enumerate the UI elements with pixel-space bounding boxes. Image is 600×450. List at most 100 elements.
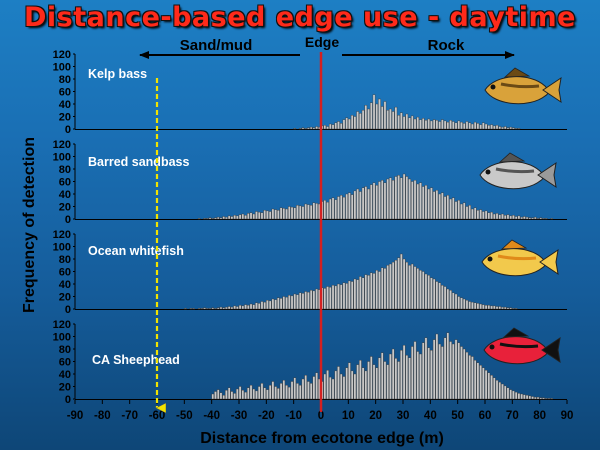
bar [246,305,250,310]
bar [277,388,280,400]
panel-label: Barred sandbass [88,155,189,169]
bar [326,201,329,220]
bar [454,201,458,220]
bar [454,293,458,310]
bar [238,305,242,310]
bar [274,209,277,220]
bar [378,181,381,220]
x-tick-label: 20 [369,410,382,422]
bar [260,301,264,310]
bar [531,217,534,220]
bar [263,210,266,220]
bar [271,381,275,400]
ocean-whitefish-fish-icon [481,239,559,277]
bar [208,308,212,310]
bar [512,390,515,400]
bar [356,111,359,130]
bar [342,196,346,220]
bar [473,360,477,400]
bar [465,206,469,220]
bar [465,121,469,130]
bar [312,376,316,400]
bar [348,280,351,310]
bar [236,388,239,400]
bar [323,125,327,130]
bar [441,192,444,220]
x-tick-label: 60 [479,410,492,422]
bar [544,218,548,220]
bar [238,386,242,400]
bar [509,307,512,310]
bar [293,377,297,400]
bar [353,190,357,220]
x-tick-label: 40 [424,410,437,422]
bar [326,286,329,310]
bar [473,121,477,130]
bar [471,208,474,220]
bar [241,213,245,220]
bar [405,113,409,130]
bar [457,200,461,220]
y-tick-label: 120 [53,319,71,331]
bar [315,288,318,310]
bar [230,391,234,400]
bar [227,387,231,400]
bar [501,306,504,310]
bar [471,356,474,400]
x-tick-label: 30 [397,410,410,422]
bar [216,389,220,400]
bar [249,212,253,220]
bar [211,218,215,220]
x-tick-label: -20 [258,410,275,422]
bar [315,126,318,130]
y-tick-label: 60 [59,357,71,369]
bar [339,373,343,400]
y-tick-label: 80 [59,254,71,266]
bar [192,308,195,310]
bar [214,308,217,310]
bar [490,305,493,310]
bar [370,184,373,220]
bar [216,216,220,220]
bar [268,211,272,220]
bar [454,122,458,130]
bar [389,177,392,220]
bar [432,339,436,400]
bar [405,355,409,400]
bar [402,173,406,220]
bar [452,197,455,220]
bar [266,300,269,310]
bar [350,115,354,130]
bar [427,347,430,400]
bar [386,364,389,400]
x-tick-label: -50 [176,410,193,422]
bar [329,123,332,130]
bar [435,281,439,310]
bar [353,278,357,310]
bar [416,351,420,400]
bar [479,209,482,220]
bar [189,308,193,310]
bar [542,397,545,400]
bar [421,271,425,310]
bar [282,380,286,400]
bar [334,122,338,130]
bar [345,367,348,400]
bar [416,268,420,310]
bar [443,196,447,220]
panel-2: Barred sandbass [88,155,553,220]
bar [222,395,225,400]
bar [263,301,266,310]
y-tick-label: 80 [59,344,71,356]
bar [211,307,215,310]
bar [203,218,206,220]
bar [375,103,379,130]
bar [233,393,236,400]
bar [238,214,242,220]
bar [449,290,452,310]
bar [290,381,294,400]
bar [197,308,201,310]
bar [312,127,316,130]
bar [539,397,543,400]
